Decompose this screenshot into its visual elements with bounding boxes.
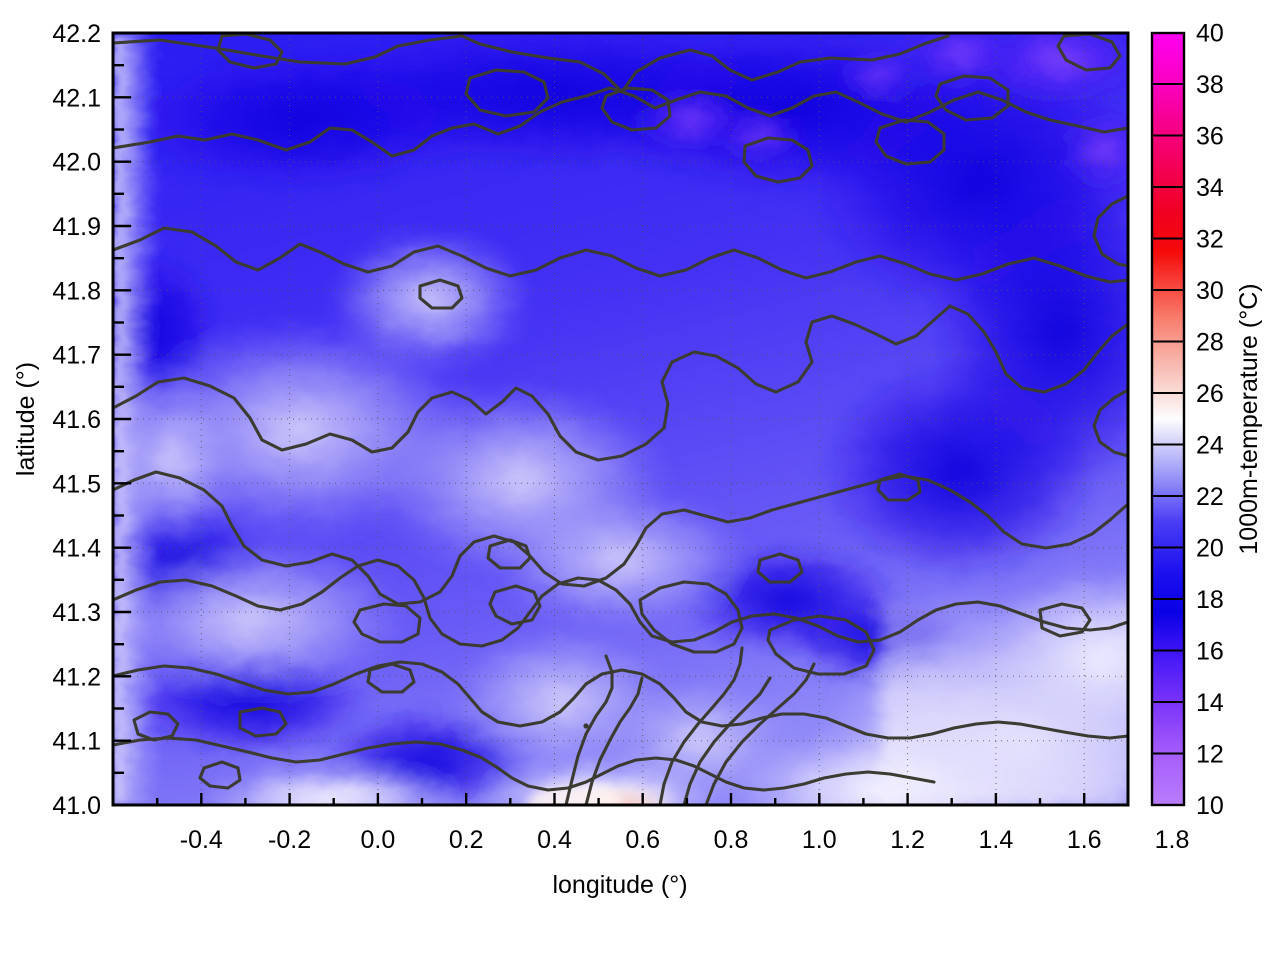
x-tick-label: 1.0 <box>802 826 837 854</box>
colorbar-border <box>1150 31 1186 807</box>
colorbar-tick-label: 22 <box>1196 483 1224 511</box>
x-tick-label: 0.0 <box>361 826 396 854</box>
y-tick-label: 41.8 <box>52 277 101 305</box>
x-tick-label: 0.6 <box>625 826 660 854</box>
colorbar-tick-label: 24 <box>1196 432 1224 460</box>
y-tick-label: 41.3 <box>52 599 101 627</box>
y-tick-label: 42.2 <box>52 20 101 48</box>
x-tick-label: -0.4 <box>180 826 223 854</box>
x-tick-label: -0.2 <box>268 826 311 854</box>
colorbar-tick-label: 12 <box>1196 741 1224 769</box>
x-tick-label: 0.2 <box>449 826 484 854</box>
x-axis-ticks <box>155 793 1130 805</box>
colorbar-tick-label: 36 <box>1196 123 1224 151</box>
y-axis-ticks <box>113 31 131 807</box>
map-field <box>113 33 1128 805</box>
colorbar-tick-label: 16 <box>1196 638 1224 666</box>
colorbar-axis-title: 1000m-temperature (°C) <box>1235 283 1263 554</box>
colorbar-tick-label: 26 <box>1196 380 1224 408</box>
colorbar-tick-labels: 10 12 14 16 18 20 22 24 26 28 30 32 34 3… <box>1196 20 1224 821</box>
y-tick-label: 42.0 <box>52 149 101 177</box>
y-axis-title: latitude (°) <box>12 362 40 476</box>
y-tick-label: 41.7 <box>52 342 101 370</box>
y-tick-label: 41.1 <box>52 728 101 756</box>
colorbar-tick-label: 18 <box>1196 586 1224 614</box>
x-tick-label: 1.8 <box>1155 826 1190 854</box>
contour-lines <box>113 33 1128 805</box>
x-tick-label: 0.4 <box>537 826 572 854</box>
y-tick-label: 41.4 <box>52 535 101 563</box>
y-tick-label: 41.9 <box>52 213 101 241</box>
colorbar-tick-label: 10 <box>1196 792 1224 820</box>
colorbar-tick-label: 14 <box>1196 689 1224 717</box>
station-dot <box>583 723 589 729</box>
colorbar-tick-label: 38 <box>1196 71 1224 99</box>
y-tick-label: 41.6 <box>52 406 101 434</box>
colorbar-tick-label: 40 <box>1196 20 1224 48</box>
field-texture-layer <box>113 33 1128 805</box>
colorbar-ticks <box>1152 83 1184 755</box>
x-tick-label: 1.2 <box>890 826 925 854</box>
colorbar-tick-label: 32 <box>1196 226 1224 254</box>
x-tick-label: 1.6 <box>1067 826 1102 854</box>
colorbar-tick-label: 28 <box>1196 329 1224 357</box>
x-tick-label: 1.4 <box>979 826 1014 854</box>
southeast-plain-wash <box>880 600 1128 805</box>
colorbar-tick-label: 30 <box>1196 277 1224 305</box>
x-tick-label: 0.8 <box>714 826 749 854</box>
x-tick-labels: -0.4 -0.2 0.0 0.2 0.4 0.6 0.8 1.0 1.2 1.… <box>180 826 1190 854</box>
x-axis-title: longitude (°) <box>552 871 687 899</box>
y-tick-labels: 41.0 41.1 41.2 41.3 41.4 41.5 41.6 41.7 … <box>52 20 101 820</box>
y-tick-label: 41.0 <box>52 792 101 820</box>
colorbar-gradient <box>1152 33 1184 805</box>
y-tick-label: 42.1 <box>52 84 101 112</box>
y-tick-label: 41.2 <box>52 663 101 691</box>
colorbar-tick-label: 34 <box>1196 174 1224 202</box>
y-tick-label: 41.5 <box>52 470 101 498</box>
colorbar: 10 12 14 16 18 20 22 24 26 28 30 32 34 3… <box>1150 20 1263 821</box>
colorbar-tick-label: 20 <box>1196 535 1224 563</box>
